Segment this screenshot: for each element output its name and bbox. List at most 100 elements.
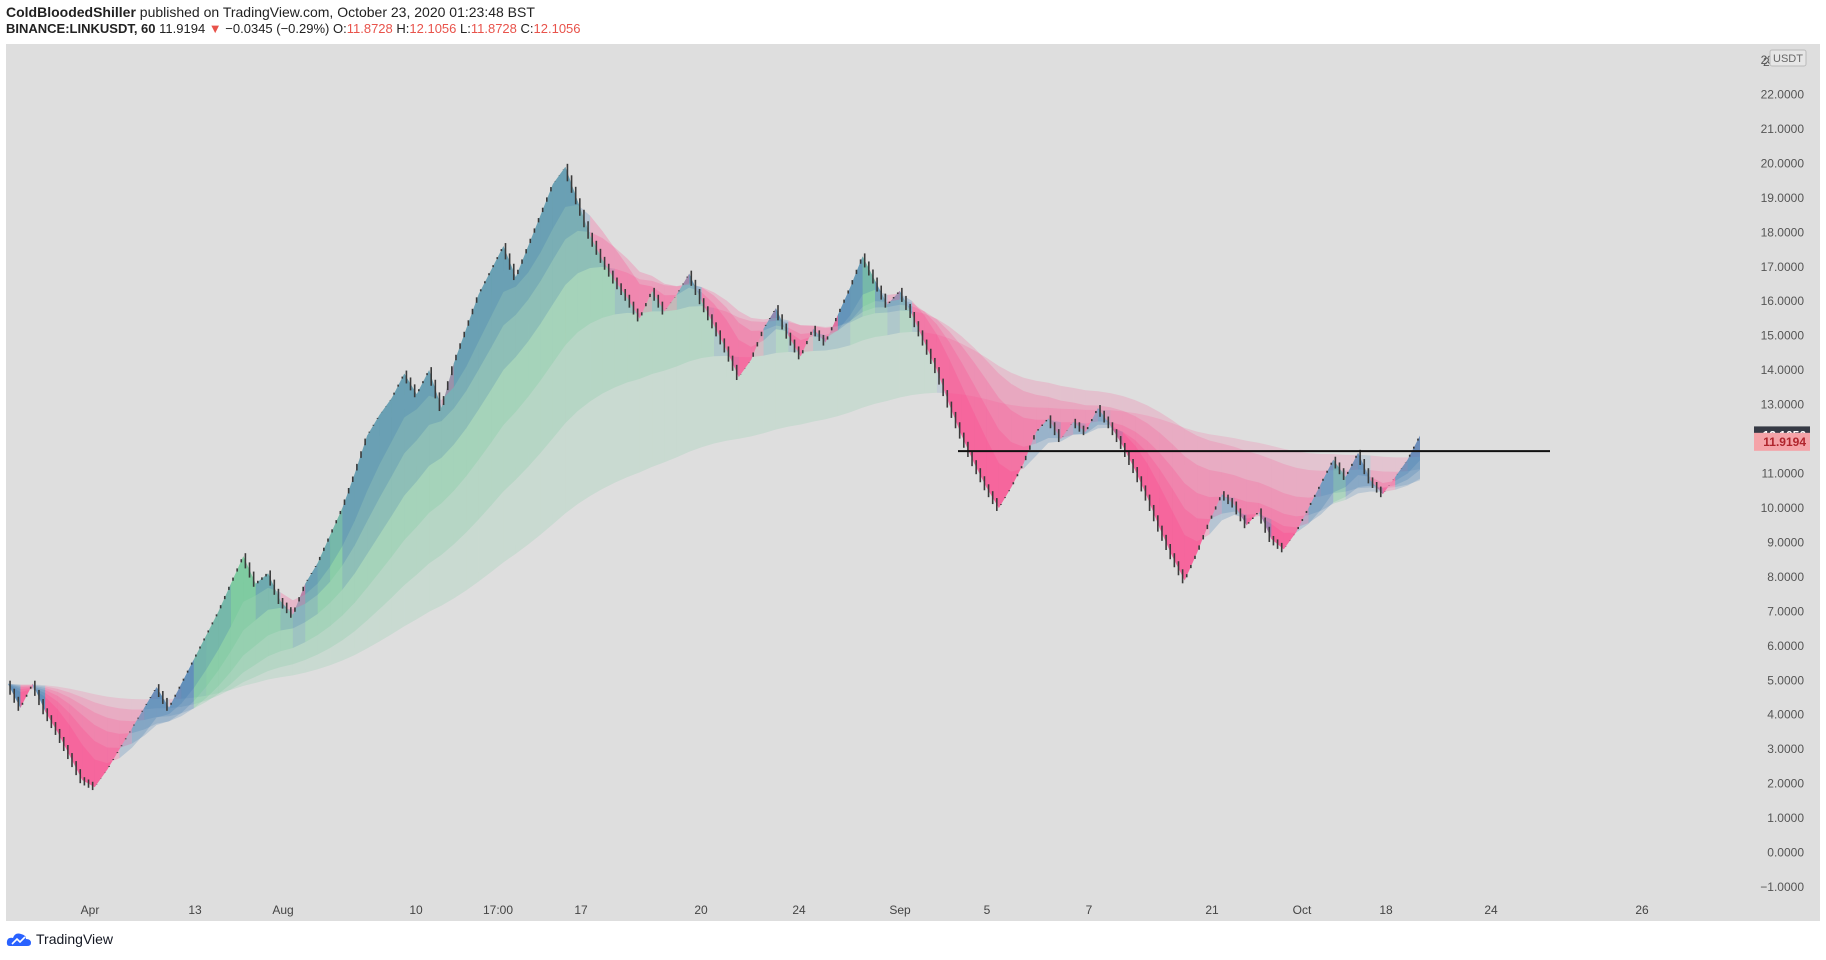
ribbon-segment	[528, 215, 541, 467]
ribbon-segment	[1048, 382, 1061, 440]
ribbon-segment	[503, 246, 516, 326]
ribbon-segment	[738, 311, 752, 378]
ribbon-segment	[751, 321, 764, 360]
ribbon-segment	[1172, 443, 1185, 581]
ribbon-segment	[1320, 459, 1334, 510]
ribbon-segment	[1308, 483, 1321, 524]
low-label: L:	[460, 21, 471, 36]
ribbon-segment	[602, 259, 615, 394]
y-tick-label: 6.0000	[1767, 639, 1804, 653]
ribbon-segment	[317, 535, 331, 636]
ribbon-segment	[491, 246, 504, 573]
ribbon-segment	[1395, 459, 1408, 477]
low-value: 11.8728	[470, 21, 517, 36]
ribbon-segment	[193, 635, 207, 702]
price-axis[interactable]	[1752, 44, 1820, 921]
ribbon-segment	[503, 246, 516, 370]
ribbon-segment	[94, 741, 108, 788]
ribbon-segment	[1246, 440, 1259, 526]
ribbon-segment	[491, 246, 504, 506]
ribbon-segment	[899, 290, 913, 333]
ribbon-segment	[986, 438, 999, 508]
ribbon-segment	[45, 685, 58, 732]
ribbon-segment	[540, 184, 553, 535]
ribbon-segment	[193, 635, 207, 705]
ribbon-segment	[949, 331, 962, 436]
ribbon-segment	[144, 687, 157, 736]
ribbon-segment	[391, 373, 405, 598]
ribbon-segment	[441, 363, 454, 555]
ribbon-segment	[627, 272, 640, 319]
ribbon-segment	[466, 294, 479, 391]
ribbon-segment	[788, 320, 801, 357]
ribbon-segment	[850, 256, 863, 323]
ribbon-segment	[825, 314, 838, 420]
ribbon-segment	[912, 314, 925, 396]
price-change: −0.0345 (−0.29%)	[225, 21, 330, 36]
ribbon-segment	[169, 683, 182, 722]
ribbon-segment	[552, 166, 566, 229]
ribbon-segment	[144, 687, 157, 730]
ribbon-segment	[1234, 475, 1247, 526]
ribbon-segment	[887, 290, 900, 336]
ribbon-segment	[1246, 501, 1259, 526]
ribbon-segment	[156, 687, 170, 724]
ribbon-segment	[998, 397, 1012, 508]
ribbon-segment	[1011, 410, 1024, 488]
ribbon-segment	[354, 435, 368, 546]
ribbon-segment	[1308, 483, 1321, 516]
ribbon-segment	[1011, 463, 1024, 488]
y-tick-label: 17.0000	[1761, 260, 1805, 274]
ribbon-segment	[131, 699, 145, 729]
ribbon-segment	[503, 246, 516, 426]
y-tick-label: 2.0000	[1767, 777, 1804, 791]
ribbon-segment	[317, 535, 331, 595]
ribbon-segment	[998, 429, 1012, 508]
ribbon-segment	[1060, 385, 1074, 440]
ribbon-segment	[107, 731, 120, 770]
ribbon-segment	[478, 270, 492, 370]
ribbon-segment	[701, 286, 714, 326]
ribbon-segment	[862, 256, 876, 341]
ribbon-segment	[1073, 402, 1086, 433]
ribbon-segment	[924, 311, 937, 371]
ribbon-segment	[986, 360, 999, 508]
ribbon-segment	[317, 535, 331, 655]
ribbon-segment	[1345, 452, 1359, 497]
ribbon-segment	[552, 166, 566, 260]
tradingview-logo[interactable]: TradingView	[6, 931, 113, 947]
ribbon-segment	[503, 246, 516, 492]
ribbon-segment	[94, 712, 108, 788]
ribbon-segment	[45, 692, 58, 732]
ribbon-segment	[1097, 408, 1111, 426]
ribbon-segment	[292, 583, 306, 665]
ribbon-segment	[1011, 405, 1024, 488]
ribbon-segment	[1147, 440, 1160, 529]
ribbon-segment	[57, 686, 70, 757]
ribbon-segment	[1110, 410, 1123, 446]
ribbon-segment	[491, 246, 504, 443]
ribbon-segment	[1135, 440, 1148, 498]
ribbon-segment	[441, 363, 454, 606]
ribbon-segment	[652, 290, 665, 375]
ribbon-segment	[689, 273, 702, 362]
ribbon-segment	[1184, 535, 1198, 581]
ribbon-segment	[1209, 470, 1222, 522]
ribbon-segment	[614, 280, 628, 388]
ribbon-segment	[404, 373, 417, 454]
ribbon-segment	[850, 256, 863, 316]
ribbon-segment	[491, 246, 504, 317]
ribbon-segment	[1407, 435, 1420, 485]
ribbon-segment	[453, 328, 467, 388]
ribbon-segment	[453, 328, 467, 445]
symbol-name[interactable]: BINANCE:LINKUSDT, 60	[6, 21, 156, 36]
ribbon-segment	[887, 290, 900, 305]
ribbon-segment	[515, 246, 529, 315]
ribbon-segment	[1296, 451, 1309, 533]
ribbon-segment	[1122, 411, 1136, 471]
ribbon-segment	[936, 319, 950, 405]
ribbon-segment	[540, 184, 553, 324]
author-name[interactable]: ColdBloodedShiller	[6, 4, 136, 20]
y-tick-label: 19.0000	[1761, 191, 1805, 205]
